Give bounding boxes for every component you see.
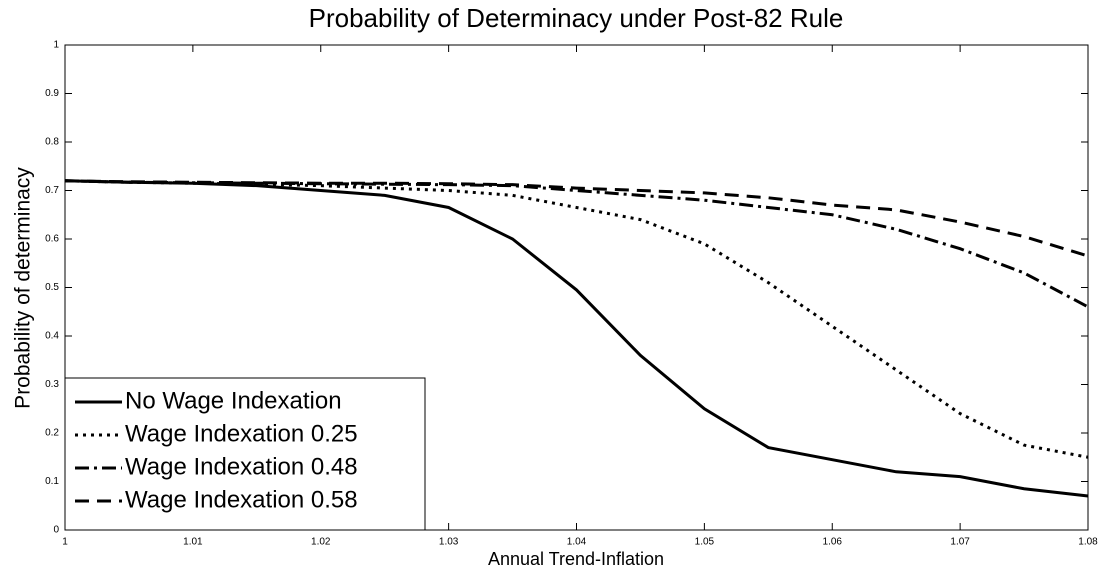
y-tick-label: 0.9 (45, 88, 59, 99)
y-tick-label: 0.7 (45, 185, 59, 196)
x-tick-label: 1.04 (567, 537, 587, 548)
x-tick-label: 1.07 (950, 537, 970, 548)
x-tick-label: 1.08 (1078, 537, 1098, 548)
y-axis-label: Probability of determinacy (12, 167, 35, 409)
plot-frame (64, 44, 1089, 531)
legend-label: Wage Indexation 0.25 (125, 420, 358, 447)
y-tick-label: 0.1 (45, 476, 59, 487)
y-tick-label: 0.6 (45, 234, 59, 245)
legend-box (64, 377, 426, 531)
y-tick-label: 1 (53, 40, 59, 51)
y-tick-label: 0.3 (45, 379, 59, 390)
legend-label: No Wage Indexation (125, 387, 342, 414)
legend-label: Wage Indexation 0.48 (125, 453, 358, 480)
y-tick-label: 0.8 (45, 137, 59, 148)
chart-title: Probability of Determinacy under Post-82… (309, 3, 844, 33)
line-series (64, 179, 1089, 258)
y-tick-label: 0.2 (45, 428, 59, 439)
line-series (64, 179, 1089, 309)
x-tick-label: 1.01 (183, 537, 203, 548)
y-tick-label: 0.4 (45, 331, 59, 342)
x-axis-label: Annual Trend-Inflation (488, 549, 664, 569)
x-tick-label: 1 (62, 537, 68, 548)
y-tick-label: 0.5 (45, 282, 59, 293)
x-tick-label: 1.06 (823, 537, 843, 548)
x-tick-label: 1.02 (311, 537, 331, 548)
x-tick-label: 1.03 (439, 537, 459, 548)
legend-label: Wage Indexation 0.58 (125, 486, 358, 513)
y-tick-label: 0 (53, 525, 59, 536)
x-tick-label: 1.05 (695, 537, 715, 548)
